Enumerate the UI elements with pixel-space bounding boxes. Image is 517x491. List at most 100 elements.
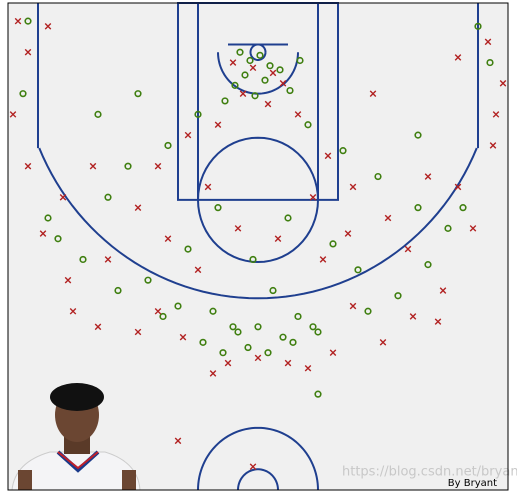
made-shot xyxy=(414,131,422,139)
missed-shot xyxy=(24,162,32,170)
annotation: By Bryant xyxy=(448,478,497,489)
missed-shot xyxy=(94,323,102,331)
missed-shot xyxy=(24,48,32,56)
missed-shot xyxy=(39,230,47,237)
made-shot xyxy=(304,121,312,129)
court-arc xyxy=(197,426,319,491)
missed-shot xyxy=(239,90,247,97)
made-shot xyxy=(251,92,259,100)
made-shot xyxy=(229,323,237,331)
made-shot xyxy=(474,22,482,30)
made-shot xyxy=(374,172,382,181)
made-shot xyxy=(254,323,262,331)
made-shot xyxy=(276,66,284,74)
made-shot xyxy=(354,266,362,274)
made-shot xyxy=(24,17,32,25)
missed-shot xyxy=(64,276,72,284)
made-shot xyxy=(214,204,222,212)
made-shot xyxy=(364,307,372,315)
missed-shot xyxy=(499,80,507,87)
missed-shot xyxy=(174,437,182,445)
made-shot xyxy=(54,235,62,243)
made-shot xyxy=(424,261,432,269)
missed-shot xyxy=(439,287,447,294)
made-shot xyxy=(296,56,304,65)
missed-shot xyxy=(284,359,292,367)
missed-shot xyxy=(69,307,77,315)
court-arc xyxy=(196,136,319,264)
made-shot xyxy=(249,255,257,264)
made-shot xyxy=(221,97,229,105)
made-shot xyxy=(234,328,242,336)
missed-shot xyxy=(384,214,392,222)
missed-shot xyxy=(489,142,497,149)
missed-shot xyxy=(249,463,257,470)
missed-shot xyxy=(274,235,282,243)
missed-shot xyxy=(434,318,442,325)
made-shot xyxy=(264,349,272,357)
missed-shot xyxy=(104,256,112,263)
missed-shot xyxy=(154,162,162,170)
made-shot xyxy=(269,286,277,295)
court-arc xyxy=(217,52,299,95)
missed-shot xyxy=(454,183,462,191)
made-shot xyxy=(104,193,112,201)
missed-shot xyxy=(44,23,52,30)
missed-shot xyxy=(294,111,302,118)
made-shot xyxy=(236,48,244,56)
made-shot xyxy=(241,71,249,79)
made-shot xyxy=(134,90,142,98)
made-shot xyxy=(199,338,207,346)
missed-shot xyxy=(204,183,212,191)
missed-shot xyxy=(484,38,492,46)
made-shot xyxy=(144,276,152,284)
missed-shot xyxy=(369,90,377,97)
made-shot xyxy=(459,204,467,212)
watermark: https://blog.csdn.net/bryant_meng xyxy=(342,465,517,480)
made-shot xyxy=(246,56,254,65)
made-shot xyxy=(194,110,202,118)
missed-shot xyxy=(319,256,327,263)
made-shot xyxy=(329,240,337,248)
made-shot xyxy=(314,328,322,336)
missed-shot xyxy=(59,193,67,201)
made-shot xyxy=(394,292,402,300)
made-shot xyxy=(244,343,252,352)
missed-shot xyxy=(309,193,317,201)
missed-shot xyxy=(179,333,187,341)
made-shot xyxy=(279,333,287,341)
missed-shot xyxy=(344,230,352,237)
made-shot xyxy=(266,62,274,70)
made-shot xyxy=(174,302,182,310)
missed-shot xyxy=(154,307,162,315)
missed-shot xyxy=(269,69,277,77)
missed-shot xyxy=(349,183,357,191)
missed-shot xyxy=(89,162,97,170)
missed-shot xyxy=(454,54,462,61)
missed-shot xyxy=(184,131,192,139)
made-shot xyxy=(164,141,172,150)
missed-shot xyxy=(249,64,257,72)
missed-shot xyxy=(229,59,237,66)
made-shot xyxy=(314,390,322,398)
made-shot xyxy=(114,286,122,295)
missed-shot xyxy=(14,17,22,25)
made-shot xyxy=(286,86,294,95)
missed-shot xyxy=(209,370,217,377)
missed-shot xyxy=(234,225,242,232)
missed-shot xyxy=(194,266,202,274)
missed-shot xyxy=(324,152,332,160)
missed-shot xyxy=(349,302,357,310)
made-shot xyxy=(19,90,27,98)
missed-shot xyxy=(254,354,262,362)
made-shot xyxy=(486,58,494,67)
made-shot xyxy=(289,338,297,346)
missed-shot xyxy=(164,235,172,243)
missed-shot xyxy=(424,173,432,180)
made-shot xyxy=(124,162,132,170)
missed-shot xyxy=(469,225,477,232)
court xyxy=(37,2,479,491)
made-shot xyxy=(256,51,264,59)
court-arc xyxy=(237,468,279,491)
